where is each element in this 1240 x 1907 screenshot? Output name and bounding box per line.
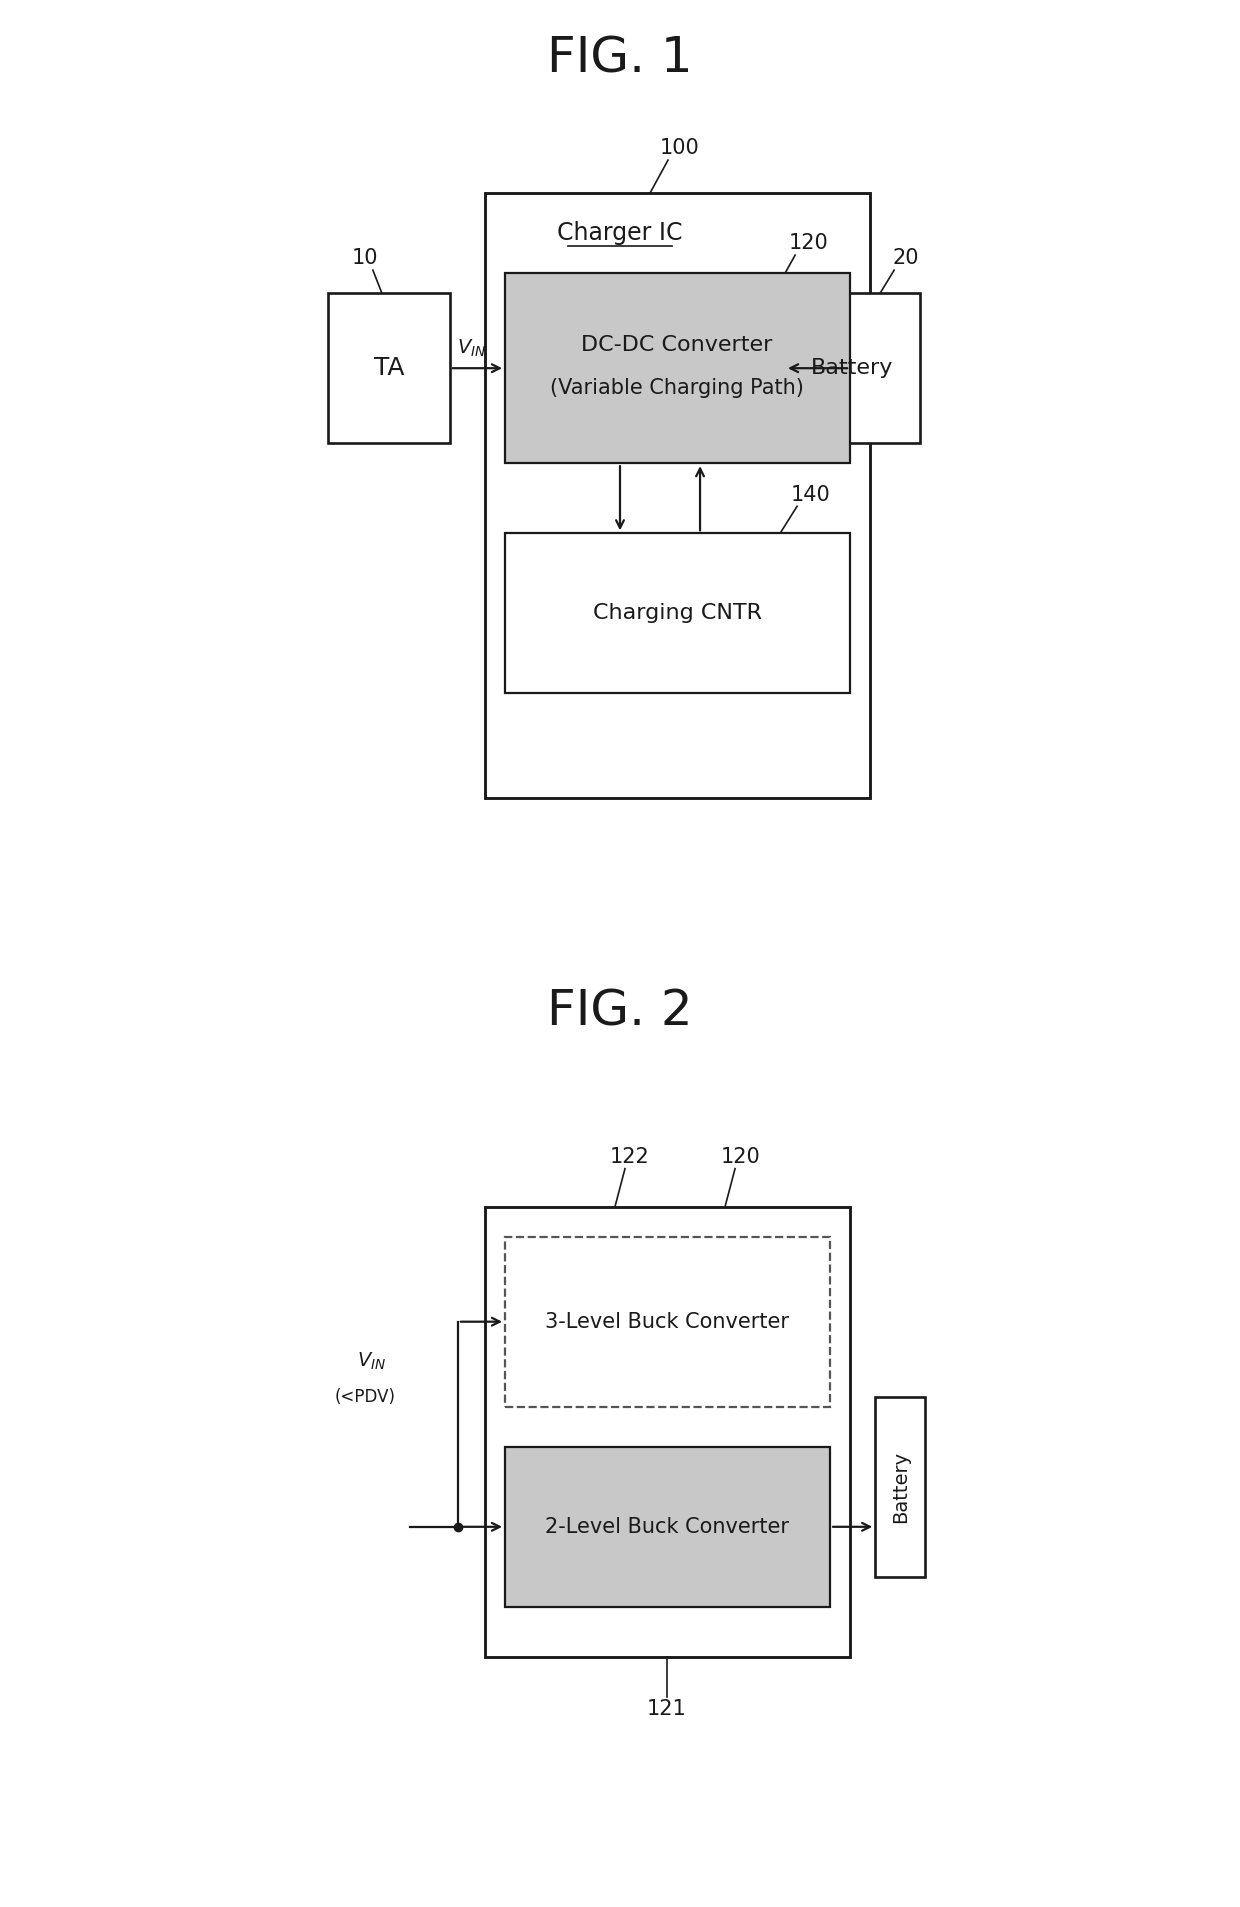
Text: DC-DC Converter: DC-DC Converter <box>582 336 773 355</box>
Text: 122: 122 <box>610 1146 650 1167</box>
Bar <box>485 1207 851 1657</box>
Text: 120: 120 <box>789 233 828 254</box>
Text: Charging CNTR: Charging CNTR <box>593 603 761 624</box>
Text: 121: 121 <box>647 1699 687 1718</box>
Text: 100: 100 <box>660 137 699 158</box>
Text: 10: 10 <box>352 248 378 269</box>
Text: 2-Level Buck Converter: 2-Level Buck Converter <box>546 1516 789 1537</box>
Bar <box>785 294 920 442</box>
Text: TA: TA <box>373 357 404 379</box>
Text: 140: 140 <box>790 484 830 505</box>
Text: (Variable Charging Path): (Variable Charging Path) <box>551 378 804 399</box>
Bar <box>485 193 870 799</box>
Text: $V_{IN}$: $V_{IN}$ <box>357 1350 387 1373</box>
Text: FIG. 2: FIG. 2 <box>547 988 693 1036</box>
Text: Charger IC: Charger IC <box>557 221 683 246</box>
Text: Battery: Battery <box>811 359 893 378</box>
Text: 20: 20 <box>893 248 919 269</box>
Text: 120: 120 <box>720 1146 760 1167</box>
Text: Battery: Battery <box>890 1451 910 1524</box>
Text: 3-Level Buck Converter: 3-Level Buck Converter <box>546 1312 789 1331</box>
Text: (<PDV): (<PDV) <box>335 1388 396 1405</box>
Bar <box>505 1447 830 1608</box>
Bar <box>875 1396 925 1577</box>
Bar <box>327 294 450 442</box>
Text: FIG. 1: FIG. 1 <box>547 34 693 82</box>
Bar <box>505 1236 830 1407</box>
Text: $V_{IN}$: $V_{IN}$ <box>458 338 486 359</box>
Bar <box>505 273 851 463</box>
Bar <box>505 534 851 694</box>
